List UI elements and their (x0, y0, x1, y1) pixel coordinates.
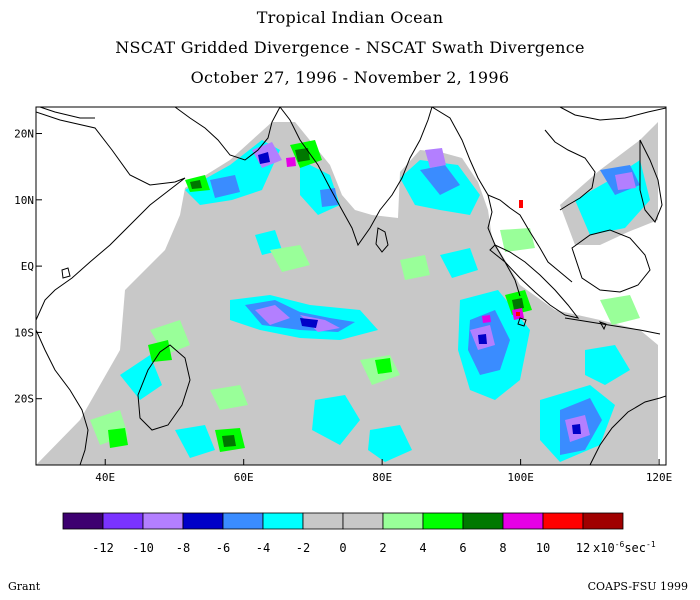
legend-swatch (142, 512, 184, 530)
coast-arabia-africa (36, 111, 186, 321)
lat-label: 20S (14, 393, 34, 406)
map-frame (35, 106, 667, 466)
coast-persian-gulf (174, 107, 281, 161)
coast-china (559, 107, 666, 121)
coast-sumatra (489, 244, 580, 319)
map-subtitle: NSCAT Gridded Divergence - NSCAT Swath D… (115, 38, 585, 57)
coast-java (564, 317, 661, 335)
coast-east-africa (36, 329, 89, 465)
coast-australia (589, 395, 666, 465)
legend-tick-label: -2 (296, 541, 310, 555)
lon-label: 120E (646, 471, 673, 484)
field-red (516, 200, 523, 316)
legend-swatch (102, 512, 144, 530)
lon-label: 60E (234, 471, 254, 484)
coastlines (36, 107, 666, 465)
legend-swatch (302, 512, 344, 530)
legend-tick-label: -10 (132, 541, 154, 555)
legend-tick-labels: -12 -10 -8 -6 -4 -2 0 2 4 6 8 10 12 (92, 541, 590, 555)
color-legend (62, 512, 624, 530)
coast-small-islands (61, 267, 607, 331)
legend-swatch (542, 512, 584, 530)
institution-credit: COAPS-FSU 1999 (587, 580, 688, 593)
coast-india (279, 107, 433, 247)
coast-madagascar (137, 344, 191, 431)
latitude-axis: 20N 10N EQ 10S 20S (14, 128, 42, 406)
map-title: Tropical Indian Ocean (256, 8, 444, 27)
legend-swatch (502, 512, 544, 530)
legend-swatch (422, 512, 464, 530)
lat-label: 10N (14, 194, 34, 207)
coast-philippines (639, 139, 663, 223)
legend-tick-label: 0 (339, 541, 346, 555)
legend-tick-label: -8 (176, 541, 190, 555)
longitude-axis: 40E 60E 80E 100E 120E (95, 459, 672, 484)
lon-label: 40E (95, 471, 115, 484)
legend-swatch (582, 512, 624, 530)
legend-units: x10-6sec-1 (593, 540, 656, 555)
author-credit: Grant (8, 580, 41, 593)
coast-red-sea (39, 107, 95, 119)
map-date-range: October 27, 1996 - November 2, 1996 (190, 68, 510, 87)
field-dark-green (190, 148, 524, 447)
legend-tick-label: 10 (536, 541, 550, 555)
field-magenta (286, 157, 524, 323)
lat-label: 10S (14, 326, 34, 339)
legend-swatch (182, 512, 224, 530)
legend-tick-label: 4 (419, 541, 426, 555)
legend-swatch (62, 512, 104, 530)
legend-tick-label: 12 (576, 541, 590, 555)
legend-tick-label: 6 (459, 541, 466, 555)
lat-label: 20N (14, 128, 34, 141)
divergence-field (36, 122, 658, 465)
field-dark-blue (258, 152, 581, 434)
coast-sri-lanka (375, 227, 389, 253)
legend-tick-label: 8 (499, 541, 506, 555)
legend-swatch (382, 512, 424, 530)
legend-tick-label: -6 (216, 541, 230, 555)
coast-indochina (544, 129, 596, 211)
lat-label: EQ (21, 260, 34, 273)
legend-swatch (342, 512, 384, 530)
legend-tick-label: 2 (379, 541, 386, 555)
coast-burma-malaysia (487, 194, 573, 283)
coast-borneo (571, 229, 651, 293)
coast-bay-bengal-east (431, 107, 521, 297)
legend-tick-label: -4 (256, 541, 270, 555)
legend-tick-label: -12 (92, 541, 114, 555)
legend-swatch (262, 512, 304, 530)
legend-swatch (462, 512, 504, 530)
legend-swatch (222, 512, 264, 530)
lon-label: 100E (507, 471, 534, 484)
lon-label: 80E (372, 471, 392, 484)
